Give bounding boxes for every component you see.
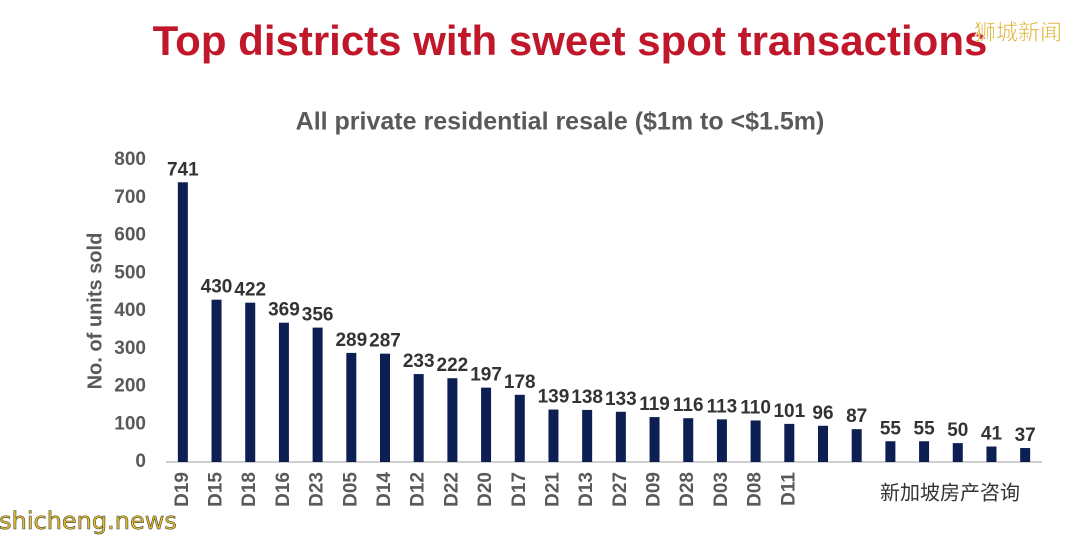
x-tick-label: D28 [677,472,698,507]
data-label: 55 [914,418,936,439]
bar [380,353,390,462]
bar [683,418,694,462]
data-label: 430 [201,277,233,298]
data-label: 197 [470,365,502,386]
watermark: 新加坡房产咨询 [880,481,1020,505]
bar [716,419,727,462]
data-label: 50 [947,420,968,441]
data-label: 55 [880,418,902,439]
y-tick-label: 0 [135,451,146,472]
y-tick-label: 600 [114,225,146,246]
data-label: 369 [268,300,300,321]
data-label: 133 [605,389,637,410]
chart-subtitle: All private residential resale ($1m to <… [296,108,825,136]
bar [312,327,323,462]
bar [986,446,997,462]
x-tick-label: D05 [340,472,361,507]
data-label: 119 [639,394,670,415]
data-label: 110 [740,397,771,418]
bar [784,423,795,462]
bar [818,425,828,462]
bar [851,429,862,462]
bar [885,441,896,462]
bar [245,302,256,462]
bar [278,322,289,462]
data-label: 87 [846,406,867,427]
x-tick-label: D08 [745,472,766,507]
data-label: 101 [773,401,805,422]
data-label: 287 [369,331,401,352]
data-label: 138 [571,387,603,408]
bar [211,299,222,462]
y-axis-label: No. of units sold [84,233,106,390]
x-tick-label: D23 [307,472,328,507]
data-label: 422 [234,280,266,301]
data-label: 289 [335,330,367,351]
data-label: 139 [538,387,570,408]
x-tick-label: D20 [475,472,496,507]
data-label: 96 [812,403,833,424]
x-tick-label: D17 [509,472,530,507]
bar [346,352,357,462]
bar [750,420,761,462]
data-label: 741 [167,159,199,180]
chart-title: Top districts with sweet spot transactio… [153,17,988,64]
data-label: 233 [403,351,435,372]
bar [514,394,525,462]
y-tick-label: 800 [114,149,146,170]
x-tick-label: D14 [374,472,395,507]
y-tick-label: 400 [114,300,146,321]
x-tick-label: D12 [408,472,429,507]
y-tick-label: 300 [114,338,146,359]
bar [649,417,660,462]
y-tick-label: 100 [114,413,146,434]
x-tick-label: D27 [610,472,631,507]
bar [952,443,963,462]
data-label: 37 [1015,425,1036,446]
bar [919,441,930,462]
bar [177,182,188,462]
data-label: 41 [981,424,1003,445]
x-tick-label: D16 [273,472,294,507]
x-tick-label: D09 [644,472,665,507]
x-tick-label: D22 [441,472,462,507]
bar [413,374,424,462]
watermark: shicheng.news [0,507,177,535]
x-tick-label: D11 [778,472,799,506]
data-label: 178 [504,372,536,393]
bar [447,378,458,462]
data-label: 222 [437,355,469,376]
data-label: 356 [302,305,334,326]
bar [1020,448,1031,462]
x-tick-label: D15 [206,472,227,507]
watermark: 狮城新闻 [974,21,1062,46]
y-tick-label: 700 [114,187,146,208]
x-tick-label: D13 [576,472,597,507]
bar [548,409,559,462]
x-tick-label: D21 [542,472,563,507]
bar [582,409,593,462]
x-tick-label: D03 [711,472,732,507]
x-tick-label: D19 [172,472,193,507]
y-tick-label: 500 [114,262,146,283]
bar [481,387,492,462]
y-tick-label: 200 [114,376,146,397]
data-label: 116 [673,395,704,416]
data-label: 113 [707,396,738,417]
x-tick-label: D18 [239,472,260,507]
bar [615,411,626,462]
